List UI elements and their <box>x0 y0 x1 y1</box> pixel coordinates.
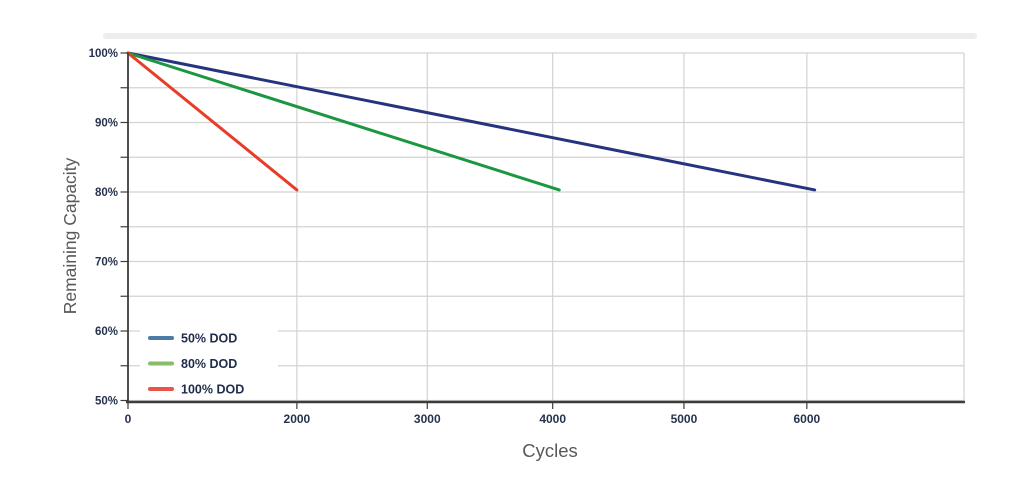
x-axis-tick-label: 0 <box>125 412 132 426</box>
series-line-50-dod <box>126 51 817 192</box>
x-axis-tick-label: 3000 <box>414 412 441 426</box>
x-axis-tick-label: 4000 <box>539 412 566 426</box>
y-axis-tick-label: 60% <box>95 326 118 338</box>
y-axis-tick-label: 70% <box>95 257 118 269</box>
legend-label-50-dod: 50% DOD <box>181 332 237 346</box>
y-axis-tick-label: 90% <box>95 118 118 130</box>
x-axis-tick-label: 5000 <box>671 412 698 426</box>
top-divider-band <box>103 33 977 39</box>
y-axis-tick-label: 100% <box>89 48 118 60</box>
series-line-100-dod <box>126 51 299 192</box>
series-line-80-dod <box>126 51 561 192</box>
y-axis-tick-label: 50% <box>95 396 118 408</box>
y-axis-title: Remaining Capacity <box>60 157 80 314</box>
x-axis-tick-label: 2000 <box>284 412 311 426</box>
y-axis-tick-label: 80% <box>95 187 118 199</box>
legend-label-100-dod: 100% DOD <box>181 383 244 397</box>
legend-label-80-dod: 80% DOD <box>181 357 237 371</box>
x-axis-title: Cycles <box>522 440 578 461</box>
x-axis-tick-label: 6000 <box>793 412 820 426</box>
